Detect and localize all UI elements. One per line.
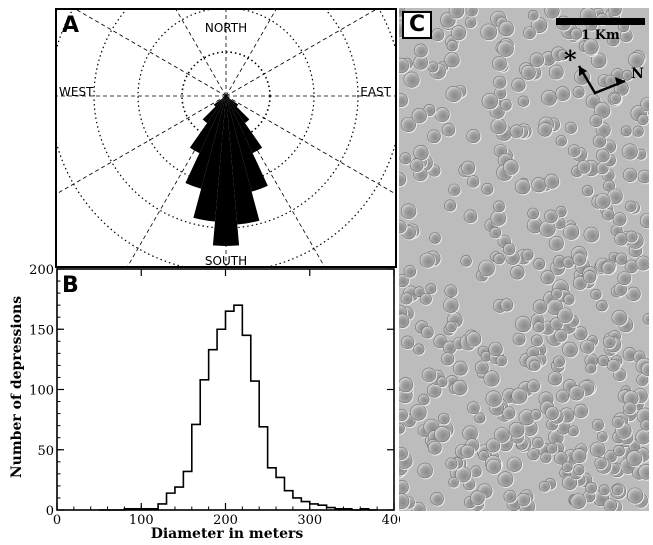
rose-west-label: WEST	[59, 85, 94, 99]
north-arrow-label: N	[631, 66, 644, 82]
rose-spoke	[225, 0, 282, 97]
rose-spoke	[170, 0, 227, 97]
rose-petal	[189, 96, 226, 154]
rose-petal	[212, 96, 240, 247]
rose-east-label: EAST	[360, 85, 391, 99]
panel-b: 0 100 200 300 400 0 50 100 150 200 Diameter in me…	[0, 262, 406, 542]
y-tick-label: 50	[37, 444, 54, 459]
reference-marker: *	[564, 45, 577, 74]
y-tick-label: 150	[29, 323, 54, 338]
rose-spoke	[225, 0, 394, 97]
histogram-x-axis-label: Diameter in meters	[151, 526, 304, 541]
depressions-image-panel: 1 Km N * C	[399, 8, 649, 511]
rose-petal	[185, 96, 226, 189]
panel-a: NORTH SOUTH EAST WEST A	[0, 0, 626, 496]
x-tick-label: 0	[53, 513, 61, 528]
panel-a-letter: A	[62, 13, 80, 38]
x-tick-label: 400	[382, 513, 400, 528]
x-tick-label: 100	[129, 513, 154, 528]
histogram-frame	[56, 268, 395, 511]
rose-petal	[226, 96, 263, 154]
x-tick-label: 300	[297, 513, 322, 528]
y-tick-label: 100	[29, 384, 54, 399]
y-tick-label: 200	[29, 263, 54, 278]
x-tick-label: 200	[213, 513, 238, 528]
histogram-series	[99, 304, 378, 511]
rose-petal	[193, 96, 226, 222]
rose-petal	[202, 96, 226, 124]
rose-north-label: NORTH	[205, 21, 247, 35]
rose-petal	[213, 96, 226, 107]
north-arrow	[577, 65, 626, 95]
rose-diagram: NORTH SOUTH EAST WEST	[0, 0, 626, 496]
depressions-image	[399, 8, 649, 511]
y-tick-label: 0	[46, 504, 54, 519]
rose-petal	[226, 96, 250, 124]
histogram-chart: 0 100 200 300 400 0 50 100 150 200 Diameter in me…	[9, 263, 406, 542]
rose-south-label: SOUTH	[205, 254, 247, 268]
rose-spoke	[58, 0, 227, 97]
rose-petal	[226, 96, 260, 225]
panel-c-letter: C	[402, 11, 433, 39]
histogram-y-axis-label: Number of depressions	[9, 296, 25, 478]
rose-petal	[226, 96, 268, 192]
panel-b-letter: B	[62, 273, 79, 298]
scale-bar-label: 1 Km	[581, 28, 620, 43]
rose-petal	[226, 96, 239, 107]
scale-bar	[556, 18, 645, 25]
